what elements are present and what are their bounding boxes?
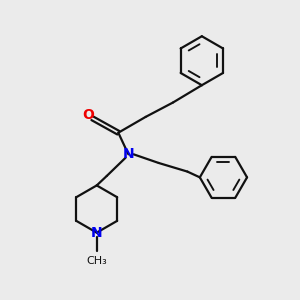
Text: N: N	[91, 226, 103, 240]
Text: CH₃: CH₃	[86, 256, 107, 266]
Text: O: O	[83, 108, 94, 122]
Text: N: N	[123, 147, 134, 161]
